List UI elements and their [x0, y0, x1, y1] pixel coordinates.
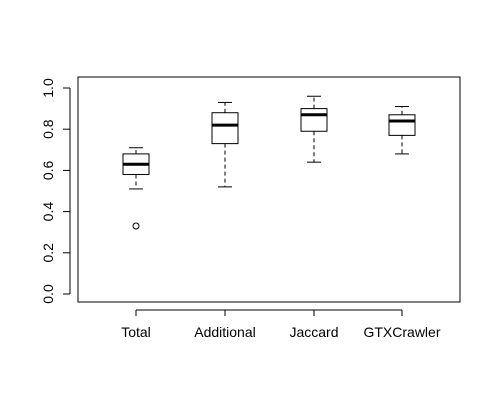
y-axis: 0.0 0.2 0.4 0.6 0.8 1.0: [40, 78, 71, 304]
box-iqr: [300, 108, 328, 132]
x-tick-label: Additional: [194, 324, 256, 340]
box-total: [122, 147, 150, 230]
box-iqr: [388, 114, 416, 136]
box-series: [122, 95, 416, 230]
x-axis: Total Additional Jaccard GTXCrawler: [121, 309, 441, 340]
y-tick-label: 0.6: [40, 160, 56, 180]
x-tick-label: GTXCrawler: [363, 324, 440, 340]
y-tick-label: 0.0: [40, 284, 56, 304]
outlier-point: [132, 222, 140, 230]
y-tick-label: 0.4: [40, 202, 56, 222]
box-additional: [211, 101, 239, 188]
plot-frame: [77, 76, 461, 303]
y-tick-label: 0.2: [40, 243, 56, 263]
y-tick-label: 1.0: [40, 78, 56, 98]
x-tick-label: Total: [121, 324, 151, 340]
x-tick-label: Jaccard: [289, 324, 338, 340]
box-jaccard: [300, 95, 328, 163]
box-gtxcrawler: [388, 106, 416, 155]
box-iqr: [211, 112, 239, 145]
y-tick-label: 0.8: [40, 119, 56, 139]
